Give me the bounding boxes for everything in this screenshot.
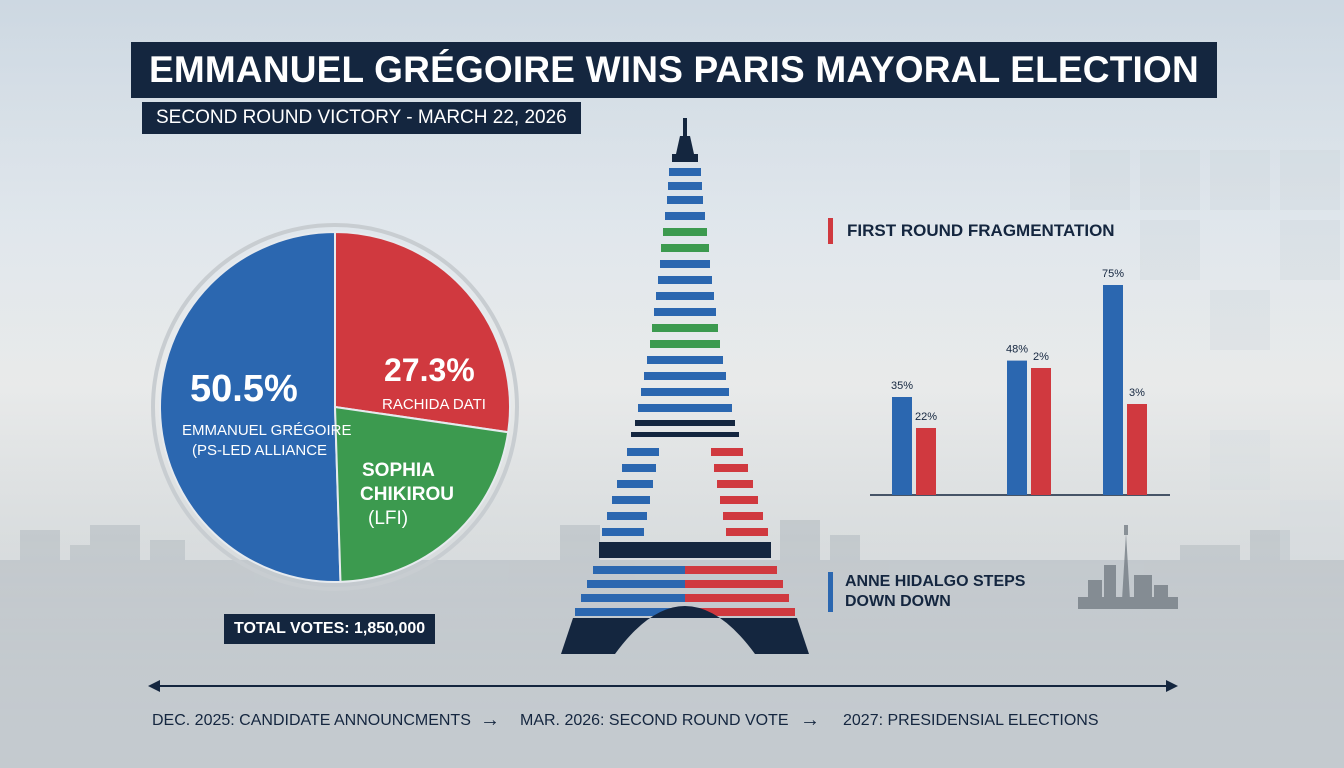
pie-green-name-line3: (LFI) bbox=[368, 508, 409, 529]
vote-share-pie-chart: 50.5% EMMANUEL GRÉGOIRE (PS-LED ALLIANCE… bbox=[150, 222, 520, 592]
pie-blue-name-line2: (PS-LED ALLIANCE bbox=[192, 442, 328, 459]
tower-band bbox=[652, 324, 718, 332]
bar-red-label: 22% bbox=[915, 411, 937, 423]
bar-blue-label: 75% bbox=[1102, 268, 1124, 280]
timeline-event-mar-2026: MAR. 2026: SECOND ROUND VOTE bbox=[520, 712, 789, 729]
bar-blue-label: 48% bbox=[1006, 344, 1028, 356]
bar-blue bbox=[1103, 285, 1123, 495]
total-votes-badge: TOTAL VOTES: 1,850,000 bbox=[224, 614, 436, 644]
tower-leg-right bbox=[711, 448, 743, 456]
tower-leg-left bbox=[607, 512, 647, 520]
bar-red bbox=[916, 428, 936, 495]
tower-band bbox=[647, 356, 723, 364]
anne-hidalgo-note: ANNE HIDALGO STEPS DOWN DOWN bbox=[828, 572, 1075, 612]
pie-blue-value-label: 50.5% bbox=[190, 368, 298, 410]
pie-blue-name-line1: EMMANUEL GRÉGOIRE bbox=[182, 422, 352, 439]
tower-base-left bbox=[581, 594, 685, 602]
tower-base-right bbox=[685, 580, 783, 588]
tower-band bbox=[668, 182, 702, 190]
timeline-arrow-icon: → bbox=[480, 709, 500, 731]
first-round-bar-chart: 35% 22% 48% 2% 75% 3% bbox=[870, 268, 1170, 496]
pie-slice bbox=[334, 230, 511, 434]
bar-red-label: 3% bbox=[1129, 387, 1145, 399]
tower-base-left bbox=[575, 608, 685, 616]
bar-blue-label: 35% bbox=[891, 380, 913, 392]
tower-base-left bbox=[587, 580, 685, 588]
tower-leg-right bbox=[717, 480, 753, 488]
tower-band bbox=[665, 212, 705, 220]
tower-leg-left bbox=[622, 464, 656, 472]
tower-band bbox=[641, 388, 729, 396]
page-title: EMMANUEL GRÉGOIRE WINS PARIS MAYORAL ELE… bbox=[131, 42, 1217, 98]
tower-leg-right bbox=[714, 464, 748, 472]
tower-band bbox=[669, 168, 701, 176]
tower-band bbox=[638, 404, 732, 412]
paris-skyline-icon bbox=[1078, 525, 1178, 609]
tower-platform-2 bbox=[599, 542, 771, 558]
tower-band bbox=[656, 292, 714, 300]
tower-base-right bbox=[685, 608, 795, 616]
pie-svg bbox=[151, 223, 519, 591]
bar-chart-title: FIRST ROUND FRAGMENTATION bbox=[828, 218, 1115, 244]
bar-red bbox=[1031, 368, 1051, 495]
page-subtitle: SECOND ROUND VICTORY - MARCH 22, 2026 bbox=[142, 102, 581, 134]
tower-cap bbox=[672, 154, 698, 162]
tower-band bbox=[660, 260, 710, 268]
timeline-axis bbox=[148, 680, 1178, 692]
tower-band bbox=[644, 372, 726, 380]
pie-green-name-line2: CHIKIROU bbox=[360, 484, 454, 505]
pie-slice bbox=[333, 405, 510, 583]
tower-base-right bbox=[685, 594, 789, 602]
pie-red-value-label: 27.3% bbox=[384, 352, 475, 388]
bar-blue bbox=[1007, 360, 1027, 495]
bar-blue bbox=[892, 397, 912, 495]
tower-platform-1 bbox=[635, 420, 735, 426]
pie-outer-ring bbox=[151, 223, 519, 591]
tower-leg-left bbox=[627, 448, 659, 456]
tower-leg-right bbox=[726, 528, 768, 536]
tower-band bbox=[654, 308, 716, 316]
tower-base bbox=[561, 606, 809, 654]
timeline-event-dec-2025: DEC. 2025: CANDIDATE ANNOUNCMENTS bbox=[152, 712, 471, 729]
tower-leg-left bbox=[602, 528, 644, 536]
tower-band bbox=[661, 244, 709, 252]
tower-base-left bbox=[593, 566, 685, 574]
tower-leg-left bbox=[617, 480, 653, 488]
bar-red bbox=[1127, 404, 1147, 495]
tower-band bbox=[650, 340, 720, 348]
tower-platform-1b bbox=[631, 432, 739, 437]
bar-red-label: 2% bbox=[1033, 351, 1049, 363]
pie-green-name-line1: SOPHIA bbox=[362, 460, 435, 481]
pie-red-name: RACHIDA DATI bbox=[382, 396, 486, 413]
tower-band bbox=[663, 228, 707, 236]
eiffel-tower-icon bbox=[561, 118, 809, 654]
tower-band bbox=[658, 276, 712, 284]
tower-leg-right bbox=[723, 512, 763, 520]
tower-top bbox=[676, 136, 694, 154]
tower-leg-left bbox=[612, 496, 650, 504]
tower-spire bbox=[683, 118, 687, 136]
tower-band bbox=[667, 196, 703, 204]
timeline-arrow-icon: → bbox=[800, 709, 820, 731]
timeline-event-2027: 2027: PRESIDENSIAL ELECTIONS bbox=[843, 712, 1099, 729]
pie-slice bbox=[159, 230, 342, 583]
tower-base-right bbox=[685, 566, 777, 574]
tower-leg-right bbox=[720, 496, 758, 504]
